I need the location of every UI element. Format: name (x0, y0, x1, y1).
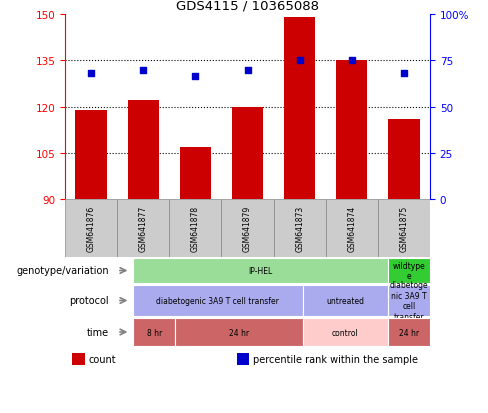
Text: count: count (89, 354, 116, 364)
Bar (180, 147, 211, 199)
Text: GSM641873: GSM641873 (295, 205, 304, 252)
Title: GDS4115 / 10365088: GDS4115 / 10365088 (176, 0, 319, 12)
Bar (169, 199, 222, 257)
Bar (336, 61, 367, 199)
Bar (303, 285, 387, 317)
Bar (175, 318, 303, 347)
Text: time: time (87, 327, 109, 337)
Text: GSM641876: GSM641876 (86, 205, 96, 252)
Bar (388, 119, 420, 199)
Bar (133, 258, 387, 284)
Bar (133, 318, 175, 347)
Point (87, 70, 95, 77)
Bar (325, 199, 378, 257)
Point (191, 73, 199, 80)
Point (244, 67, 251, 74)
Text: genotype/variation: genotype/variation (17, 266, 109, 276)
Bar (133, 285, 303, 317)
Text: untreated: untreated (326, 296, 364, 305)
Bar (237, 353, 249, 365)
Bar (127, 101, 159, 199)
Text: 24 hr: 24 hr (229, 328, 249, 337)
Text: diabetogenic 3A9 T cell transfer: diabetogenic 3A9 T cell transfer (157, 296, 279, 305)
Text: GSM641877: GSM641877 (139, 205, 148, 252)
Point (348, 58, 356, 64)
Text: percentile rank within the sample: percentile rank within the sample (253, 354, 418, 364)
Bar (284, 18, 315, 199)
Bar (387, 318, 430, 347)
Text: control: control (332, 328, 359, 337)
Bar (387, 258, 430, 284)
Text: protocol: protocol (69, 296, 109, 306)
Bar (76, 110, 107, 199)
Text: IP-HEL: IP-HEL (248, 266, 272, 275)
Bar (274, 199, 325, 257)
Text: GSM641875: GSM641875 (400, 205, 408, 252)
Point (139, 67, 147, 74)
Text: GSM641874: GSM641874 (347, 205, 356, 252)
Bar (387, 285, 430, 317)
Point (296, 58, 304, 64)
Text: wildtype
e: wildtype e (392, 261, 425, 280)
Text: 8 hr: 8 hr (146, 328, 162, 337)
Bar (378, 199, 430, 257)
Bar (117, 199, 169, 257)
Bar (65, 199, 117, 257)
Bar (72, 353, 85, 365)
Text: 24 hr: 24 hr (399, 328, 419, 337)
Point (400, 70, 408, 77)
Text: GSM641879: GSM641879 (243, 205, 252, 252)
Bar (222, 199, 274, 257)
Text: GSM641878: GSM641878 (191, 205, 200, 252)
Bar (232, 107, 263, 199)
Text: diabetoge
nic 3A9 T
cell
transfer: diabetoge nic 3A9 T cell transfer (389, 281, 428, 321)
Bar (303, 318, 387, 347)
